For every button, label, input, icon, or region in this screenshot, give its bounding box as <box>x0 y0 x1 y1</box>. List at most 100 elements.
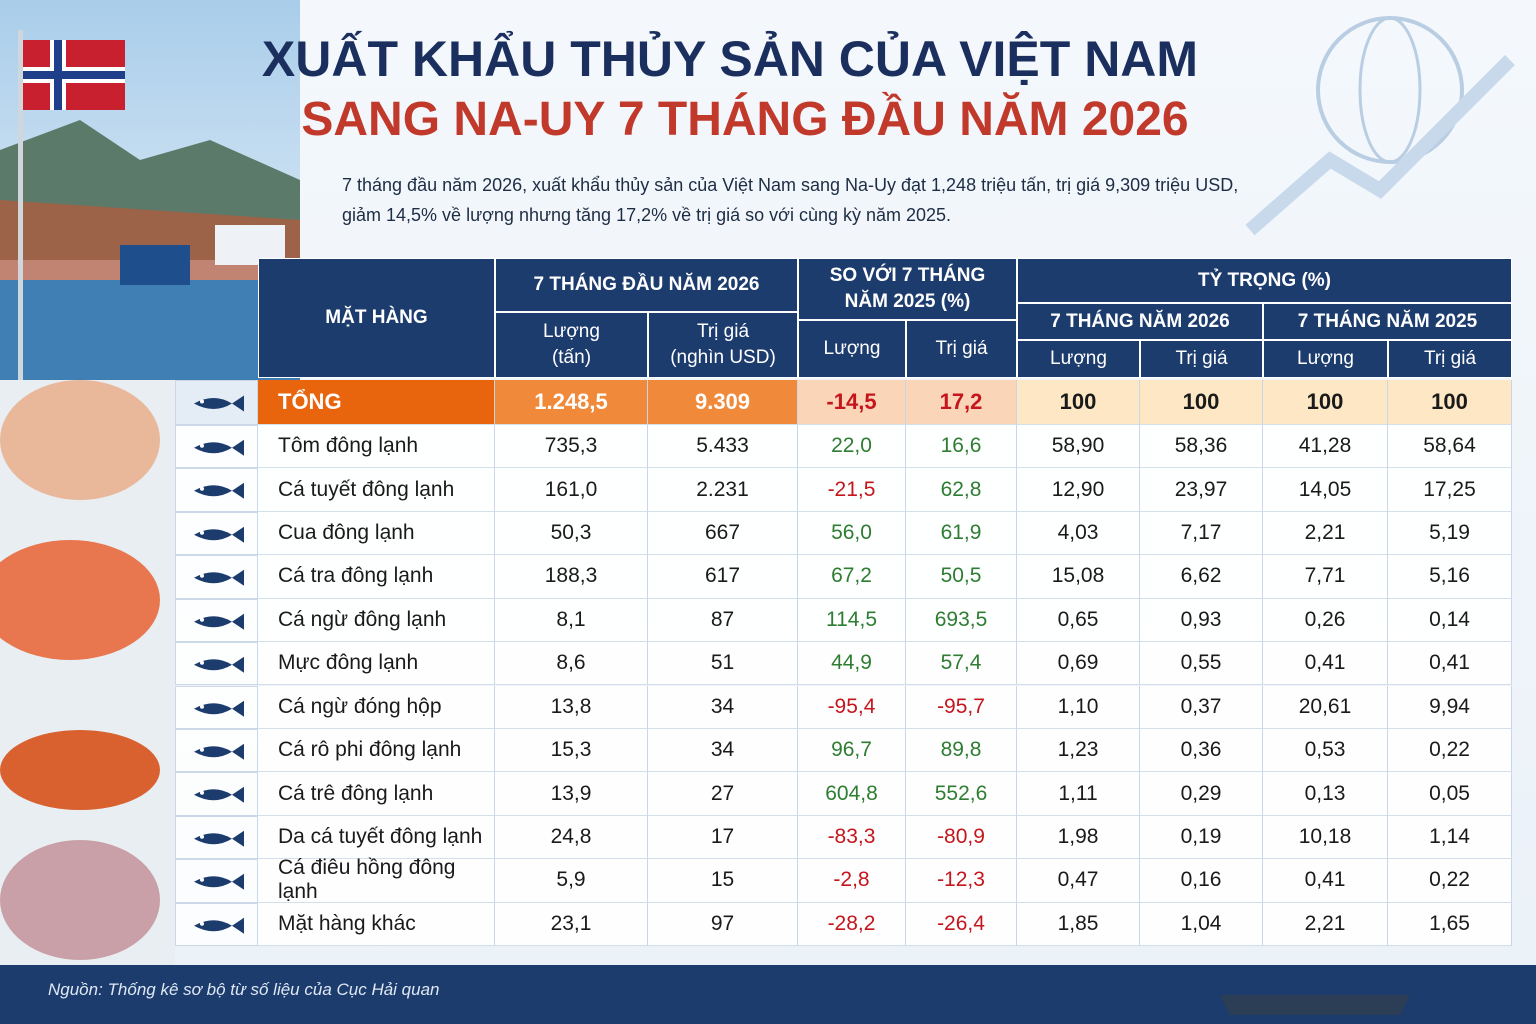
table-cell: 17,25 <box>1388 468 1512 512</box>
table-cell: 58,64 <box>1388 425 1512 469</box>
table-cell: 2,21 <box>1263 511 1388 556</box>
table-cell: 1,65 <box>1388 902 1512 946</box>
table-cell: 7,71 <box>1263 555 1388 599</box>
table-cell: 188,3 <box>495 555 648 599</box>
table-cell: Da cá tuyết đông lạnh <box>258 815 495 860</box>
table-cell: 693,5 <box>906 598 1017 643</box>
table-cell: 1,14 <box>1388 815 1512 860</box>
table-cell: 1,10 <box>1017 685 1140 729</box>
table-cell: -95,4 <box>798 685 906 729</box>
row-icon <box>175 685 258 729</box>
table-cell: 51 <box>648 642 798 686</box>
total-cell: 100 <box>1017 380 1140 425</box>
table-cell: 89,8 <box>906 728 1017 773</box>
table-cell: 6,62 <box>1140 555 1263 599</box>
total-cell: 1.248,5 <box>495 380 648 425</box>
table-cell: 41,28 <box>1263 425 1388 469</box>
intro: 7 tháng đầu năm 2026, xuất khẩu thủy sản… <box>342 175 1239 225</box>
table-cell: 24,8 <box>495 815 648 860</box>
table-cell: 5,19 <box>1388 511 1512 556</box>
subtitle: SANG NA-UY 7 THÁNG ĐẦU NĂM 2026 <box>301 93 1189 146</box>
row-icon <box>175 859 258 903</box>
table-cell: -83,3 <box>798 815 906 860</box>
table-cell: Cá tra đông lạnh <box>258 555 495 599</box>
source: Nguồn: Thống kê sơ bộ từ số liệu của Cục… <box>48 980 440 999</box>
total-cell: 100 <box>1263 380 1388 425</box>
table-cell: 0,41 <box>1263 859 1388 903</box>
row-icon <box>175 642 258 686</box>
table-cell: 16,6 <box>906 425 1017 469</box>
table-cell: 23,1 <box>495 902 648 946</box>
table-cell: 0,69 <box>1017 642 1140 686</box>
total-cell: 100 <box>1140 380 1263 425</box>
table-cell: 4,03 <box>1017 511 1140 556</box>
total-cell: -14,5 <box>798 380 906 425</box>
table-cell: Cá tuyết đông lạnh <box>258 468 495 512</box>
row-icon <box>175 511 258 556</box>
table-cell: 7,17 <box>1140 511 1263 556</box>
table-cell: 0,22 <box>1388 728 1512 773</box>
table-cell: 50,3 <box>495 511 648 556</box>
row-icon <box>175 468 258 512</box>
table-cell: 10,18 <box>1263 815 1388 860</box>
table-cell: 23,97 <box>1140 468 1263 512</box>
header-cell: 7 THÁNG NĂM 2025 <box>1263 303 1512 340</box>
table-cell: 114,5 <box>798 598 906 643</box>
table-cell: 5,16 <box>1388 555 1512 599</box>
table-cell: Mặt hàng khác <box>258 902 495 946</box>
table-cell: -80,9 <box>906 815 1017 860</box>
header-cell: Trị giá <box>1140 340 1263 378</box>
table-cell: -26,4 <box>906 902 1017 946</box>
table-cell: 0,22 <box>1388 859 1512 903</box>
table-cell: 44,9 <box>798 642 906 686</box>
table-cell: 0,26 <box>1263 598 1388 643</box>
table-cell: 0,47 <box>1017 859 1140 903</box>
table-cell: 0,16 <box>1140 859 1263 903</box>
title: XUẤT KHẨU THỦY SẢN CỦA VIỆT NAM <box>261 31 1199 87</box>
table-cell: 0,53 <box>1263 728 1388 773</box>
row-icon <box>175 425 258 469</box>
table-cell: 20,61 <box>1263 685 1388 729</box>
table-cell: 56,0 <box>798 511 906 556</box>
table-cell: -28,2 <box>798 902 906 946</box>
table-cell: 57,4 <box>906 642 1017 686</box>
table-cell: 15,3 <box>495 728 648 773</box>
table-cell: 96,7 <box>798 728 906 773</box>
total-cell: TỔNG <box>258 380 495 425</box>
header-cell: 7 THÁNG NĂM 2026 <box>1017 303 1263 340</box>
header-cell: Trị giá <box>906 320 1017 378</box>
header-cell: Lượng <box>1263 340 1388 378</box>
table-cell: 0,13 <box>1263 772 1388 816</box>
table-cell: -95,7 <box>906 685 1017 729</box>
table-cell: 161,0 <box>495 468 648 512</box>
table-cell: 1,85 <box>1017 902 1140 946</box>
row-icon <box>175 815 258 860</box>
table-cell: 5.433 <box>648 425 798 469</box>
table-cell: 58,90 <box>1017 425 1140 469</box>
table-cell: 15 <box>648 859 798 903</box>
table-cell: 1,11 <box>1017 772 1140 816</box>
header-cell: SO VỚI 7 THÁNG NĂM 2025 (%) <box>798 258 1017 320</box>
total-cell: 100 <box>1388 380 1512 425</box>
header-cell: Lượng (tấn) <box>495 312 648 378</box>
table-cell: 14,05 <box>1263 468 1388 512</box>
table-cell: 0,19 <box>1140 815 1263 860</box>
table-cell: 735,3 <box>495 425 648 469</box>
table-cell: -12,3 <box>906 859 1017 903</box>
total-cell: 9.309 <box>648 380 798 425</box>
table-cell: Cá ngừ đóng hộp <box>258 685 495 729</box>
table-cell: 97 <box>648 902 798 946</box>
table-cell: 34 <box>648 728 798 773</box>
table-cell: 8,1 <box>495 598 648 643</box>
table-cell: 0,41 <box>1388 642 1512 686</box>
table-cell: 13,9 <box>495 772 648 816</box>
header-cell: TỶ TRỌNG (%) <box>1017 258 1512 303</box>
total-cell: 17,2 <box>906 380 1017 425</box>
table-cell: 0,14 <box>1388 598 1512 643</box>
table-cell: 0,41 <box>1263 642 1388 686</box>
header-cell: Lượng <box>798 320 906 378</box>
table-cell: Cá rô phi đông lạnh <box>258 728 495 773</box>
table-cell: 34 <box>648 685 798 729</box>
row-icon <box>175 902 258 946</box>
